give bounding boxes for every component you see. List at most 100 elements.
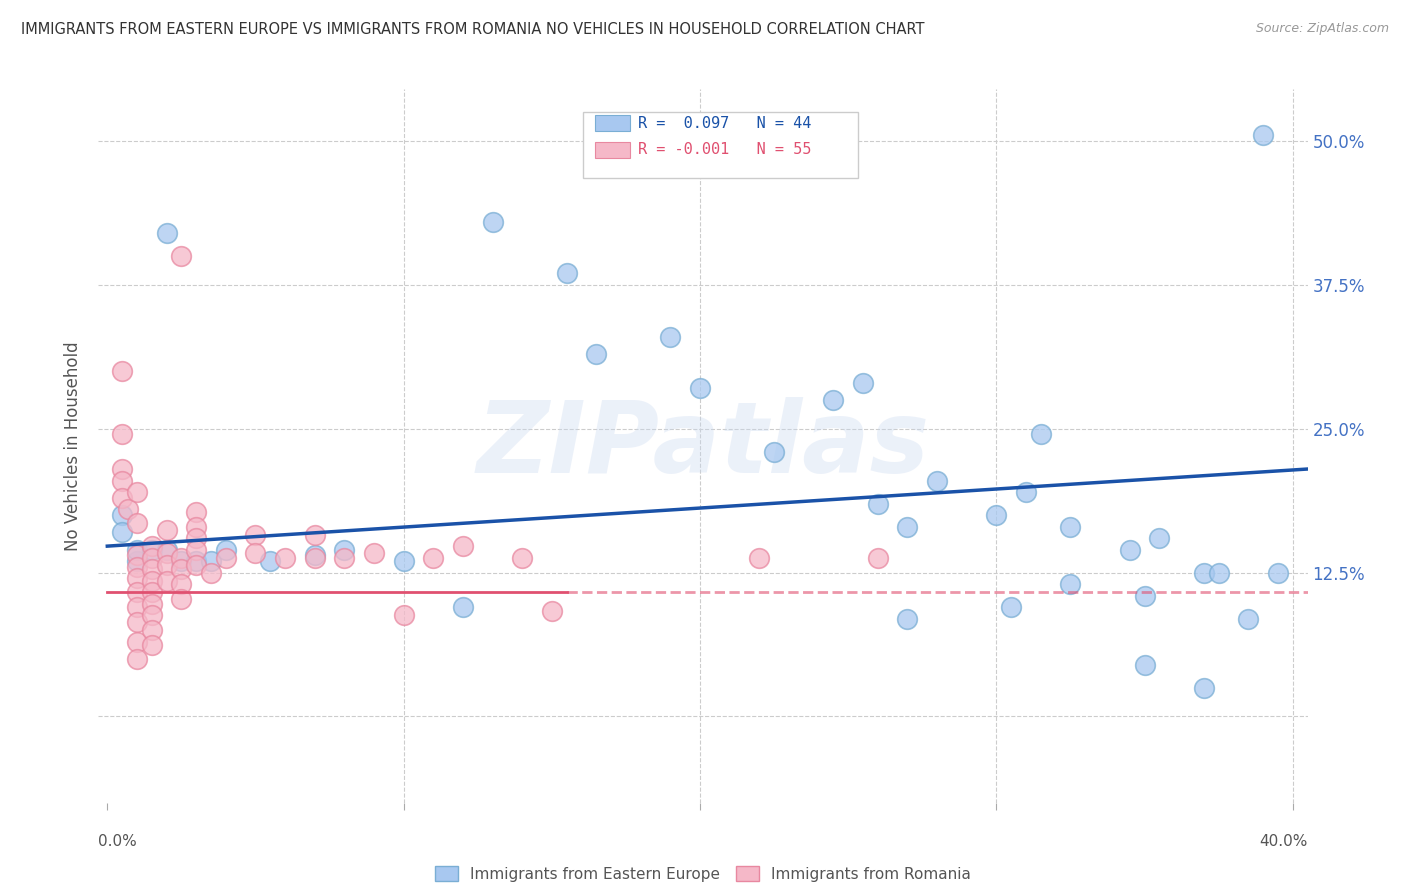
Point <box>748 550 770 565</box>
Point <box>125 571 148 585</box>
Text: ZIPatlas: ZIPatlas <box>477 398 929 494</box>
Point <box>141 597 163 611</box>
Point <box>392 608 415 623</box>
Point <box>155 523 177 537</box>
Point <box>141 550 163 565</box>
Point <box>125 554 148 568</box>
Point <box>1119 542 1142 557</box>
Point <box>215 542 238 557</box>
Point <box>304 550 326 565</box>
Point <box>245 527 267 541</box>
Point <box>141 608 163 623</box>
Point <box>186 542 208 557</box>
Point <box>155 574 177 588</box>
Point <box>1251 128 1274 143</box>
Text: Source: ZipAtlas.com: Source: ZipAtlas.com <box>1256 22 1389 36</box>
Point <box>111 462 134 476</box>
Point <box>896 612 918 626</box>
Point <box>200 566 222 580</box>
Point <box>333 542 356 557</box>
Point <box>1133 589 1156 603</box>
Point <box>1133 657 1156 672</box>
Point <box>141 638 163 652</box>
Point <box>125 652 148 666</box>
Point <box>125 600 148 615</box>
Text: IMMIGRANTS FROM EASTERN EUROPE VS IMMIGRANTS FROM ROMANIA NO VEHICLES IN HOUSEHO: IMMIGRANTS FROM EASTERN EUROPE VS IMMIGR… <box>21 22 925 37</box>
Text: 40.0%: 40.0% <box>1260 834 1308 849</box>
Legend: Immigrants from Eastern Europe, Immigrants from Romania: Immigrants from Eastern Europe, Immigran… <box>429 860 977 888</box>
Point <box>111 364 134 378</box>
Point <box>141 574 163 588</box>
Point <box>510 550 533 565</box>
Point <box>141 585 163 599</box>
Point <box>555 266 578 280</box>
Point <box>866 550 889 565</box>
Point <box>1029 427 1052 442</box>
Point <box>1149 531 1171 545</box>
Point <box>141 562 163 576</box>
Point <box>155 558 177 572</box>
Point <box>986 508 1008 522</box>
Point <box>763 444 786 458</box>
Point <box>141 542 163 557</box>
Point <box>125 615 148 629</box>
Point <box>689 381 711 395</box>
Point <box>125 485 148 500</box>
Point <box>866 497 889 511</box>
Point <box>392 554 415 568</box>
Point <box>125 542 148 557</box>
Point <box>422 550 444 565</box>
Point <box>363 546 385 560</box>
Point <box>585 347 607 361</box>
Point <box>245 546 267 560</box>
Point <box>451 539 474 553</box>
Point <box>1192 681 1215 695</box>
Point <box>125 585 148 599</box>
Point <box>1267 566 1289 580</box>
Point <box>1059 519 1081 533</box>
Text: R = -0.001   N = 55: R = -0.001 N = 55 <box>638 143 811 157</box>
Point <box>274 550 297 565</box>
Text: 0.0%: 0.0% <box>98 834 138 849</box>
Point <box>111 525 134 540</box>
Point <box>141 623 163 637</box>
Point <box>170 562 193 576</box>
Point <box>111 474 134 488</box>
Point <box>141 539 163 553</box>
Point <box>659 329 682 343</box>
Point <box>1015 485 1038 500</box>
Point <box>333 550 356 565</box>
Point <box>540 604 562 618</box>
Point <box>170 592 193 607</box>
Point <box>155 542 177 557</box>
Point <box>111 491 134 505</box>
Point <box>200 554 222 568</box>
Point <box>186 554 208 568</box>
Point <box>111 508 134 522</box>
Point <box>186 519 208 533</box>
Point <box>259 554 281 568</box>
Point <box>896 519 918 533</box>
Point <box>155 226 177 240</box>
Point <box>125 634 148 648</box>
Point <box>304 549 326 563</box>
Point <box>481 214 503 228</box>
Text: R =  0.097   N = 44: R = 0.097 N = 44 <box>638 116 811 130</box>
Point <box>186 505 208 519</box>
Point <box>1192 566 1215 580</box>
Point <box>186 531 208 545</box>
Point <box>186 558 208 572</box>
Point <box>170 249 193 263</box>
Point <box>304 527 326 541</box>
Y-axis label: No Vehicles in Household: No Vehicles in Household <box>65 341 83 551</box>
Point <box>170 550 193 565</box>
Point <box>170 554 193 568</box>
Point <box>1000 600 1022 615</box>
Point <box>1059 577 1081 591</box>
Point <box>170 577 193 591</box>
Point <box>155 546 177 560</box>
Point <box>1208 566 1230 580</box>
Point <box>451 600 474 615</box>
Point <box>111 427 134 442</box>
Point <box>1237 612 1260 626</box>
